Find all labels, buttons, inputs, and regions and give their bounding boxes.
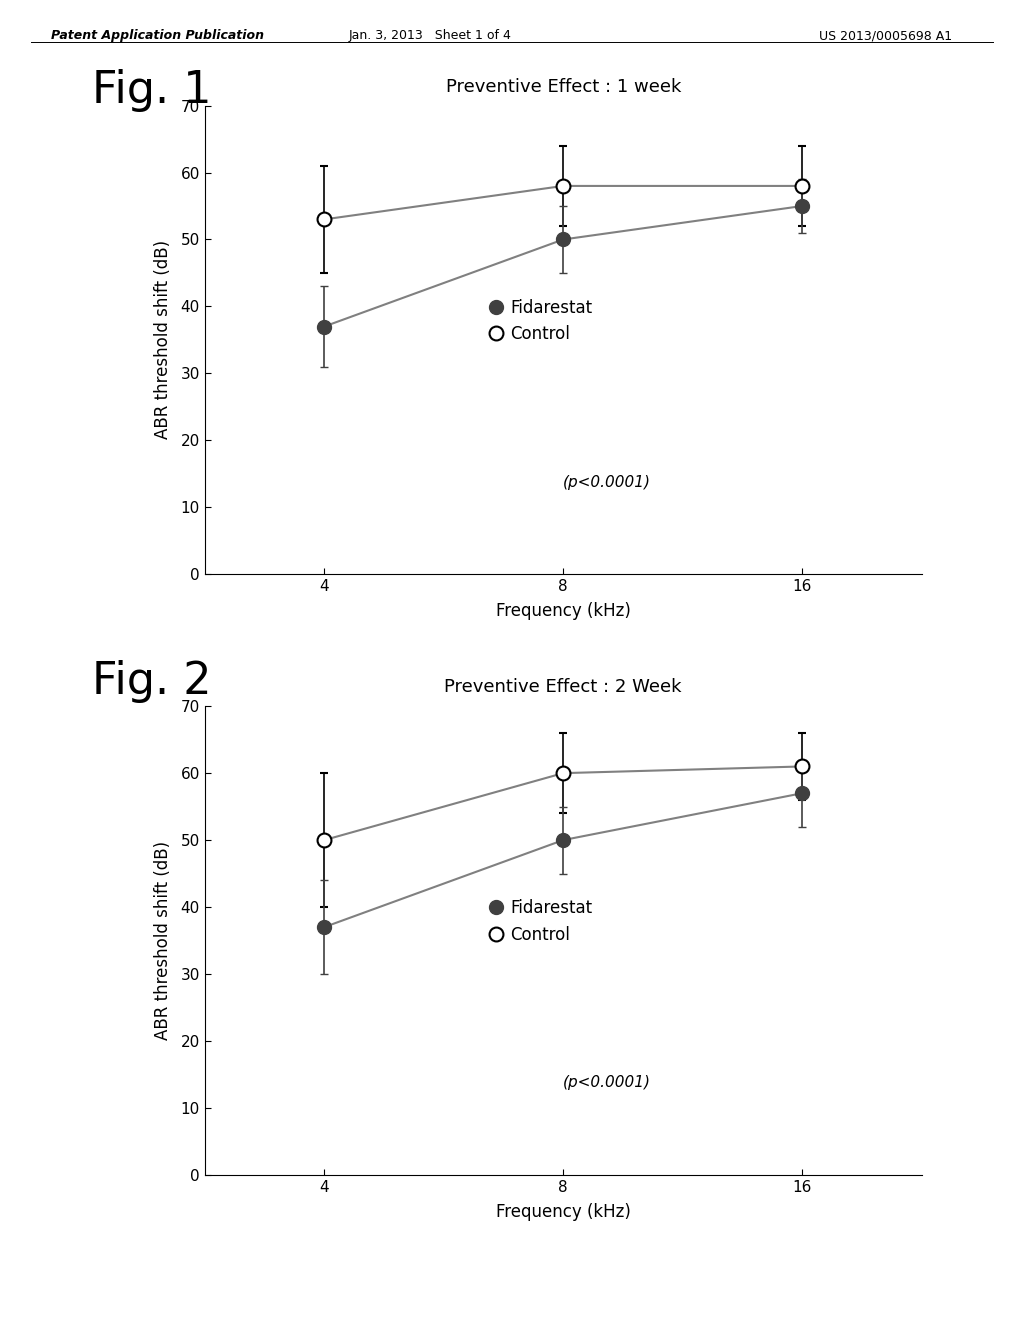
Text: (p<0.0001): (p<0.0001) — [563, 1076, 651, 1090]
Text: US 2013/0005698 A1: US 2013/0005698 A1 — [819, 29, 952, 42]
Text: Fig. 1: Fig. 1 — [92, 69, 212, 112]
Text: Jan. 3, 2013   Sheet 1 of 4: Jan. 3, 2013 Sheet 1 of 4 — [348, 29, 512, 42]
Y-axis label: ABR threshold shift (dB): ABR threshold shift (dB) — [155, 240, 172, 440]
Legend: Fidarestat, Control: Fidarestat, Control — [485, 292, 599, 350]
Legend: Fidarestat, Control: Fidarestat, Control — [485, 892, 599, 950]
X-axis label: Frequency (kHz): Frequency (kHz) — [496, 602, 631, 620]
Text: Fig. 2: Fig. 2 — [92, 660, 212, 704]
Text: Patent Application Publication: Patent Application Publication — [51, 29, 264, 42]
Y-axis label: ABR threshold shift (dB): ABR threshold shift (dB) — [155, 841, 172, 1040]
Text: (p<0.0001): (p<0.0001) — [563, 475, 651, 490]
Title: Preventive Effect : 1 week: Preventive Effect : 1 week — [445, 78, 681, 96]
Title: Preventive Effect : 2 Week: Preventive Effect : 2 Week — [444, 678, 682, 697]
X-axis label: Frequency (kHz): Frequency (kHz) — [496, 1203, 631, 1221]
